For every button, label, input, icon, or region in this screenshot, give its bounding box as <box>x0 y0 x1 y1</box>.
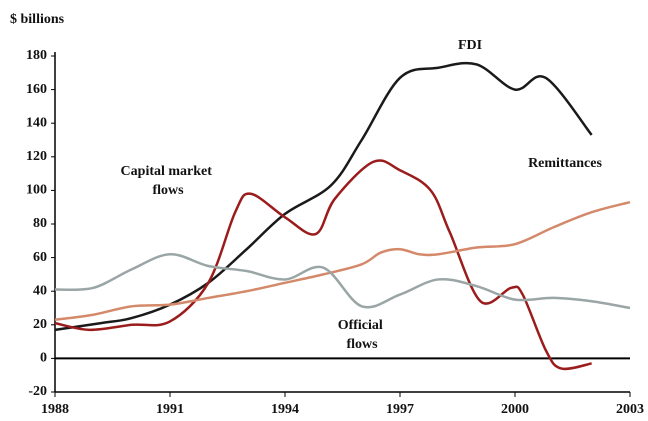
y-tick-label: 120 <box>26 149 47 164</box>
x-tick-label: 1997 <box>386 402 414 417</box>
series-label: Official flows <box>338 318 387 352</box>
series-label: FDI <box>458 38 482 53</box>
y-tick-label: 40 <box>33 283 47 298</box>
x-tick-label: 1994 <box>271 402 299 417</box>
y-tick-label: 80 <box>33 216 47 231</box>
series-line <box>54 252 631 310</box>
y-tick-label: 160 <box>26 82 47 97</box>
x-tick-label: 2003 <box>616 402 644 417</box>
x-tick-label: 1988 <box>41 402 69 417</box>
series-label: Remittances <box>528 156 602 171</box>
x-tick-label: 2000 <box>501 402 529 417</box>
y-tick-label: 60 <box>33 250 47 265</box>
series-label: Capital market flows <box>121 164 216 198</box>
y-tick-label: -20 <box>28 384 47 399</box>
y-tick-label: 180 <box>26 48 47 63</box>
y-axis-label: $ billions <box>10 12 65 27</box>
series-line <box>54 159 592 371</box>
x-tick-label: 1991 <box>156 402 184 417</box>
series-line <box>54 200 631 321</box>
series-line <box>54 61 593 332</box>
y-tick-label: 100 <box>26 183 47 198</box>
y-tick-label: 0 <box>40 351 47 366</box>
y-tick-label: 20 <box>33 317 47 332</box>
y-tick-label: 140 <box>26 115 47 130</box>
